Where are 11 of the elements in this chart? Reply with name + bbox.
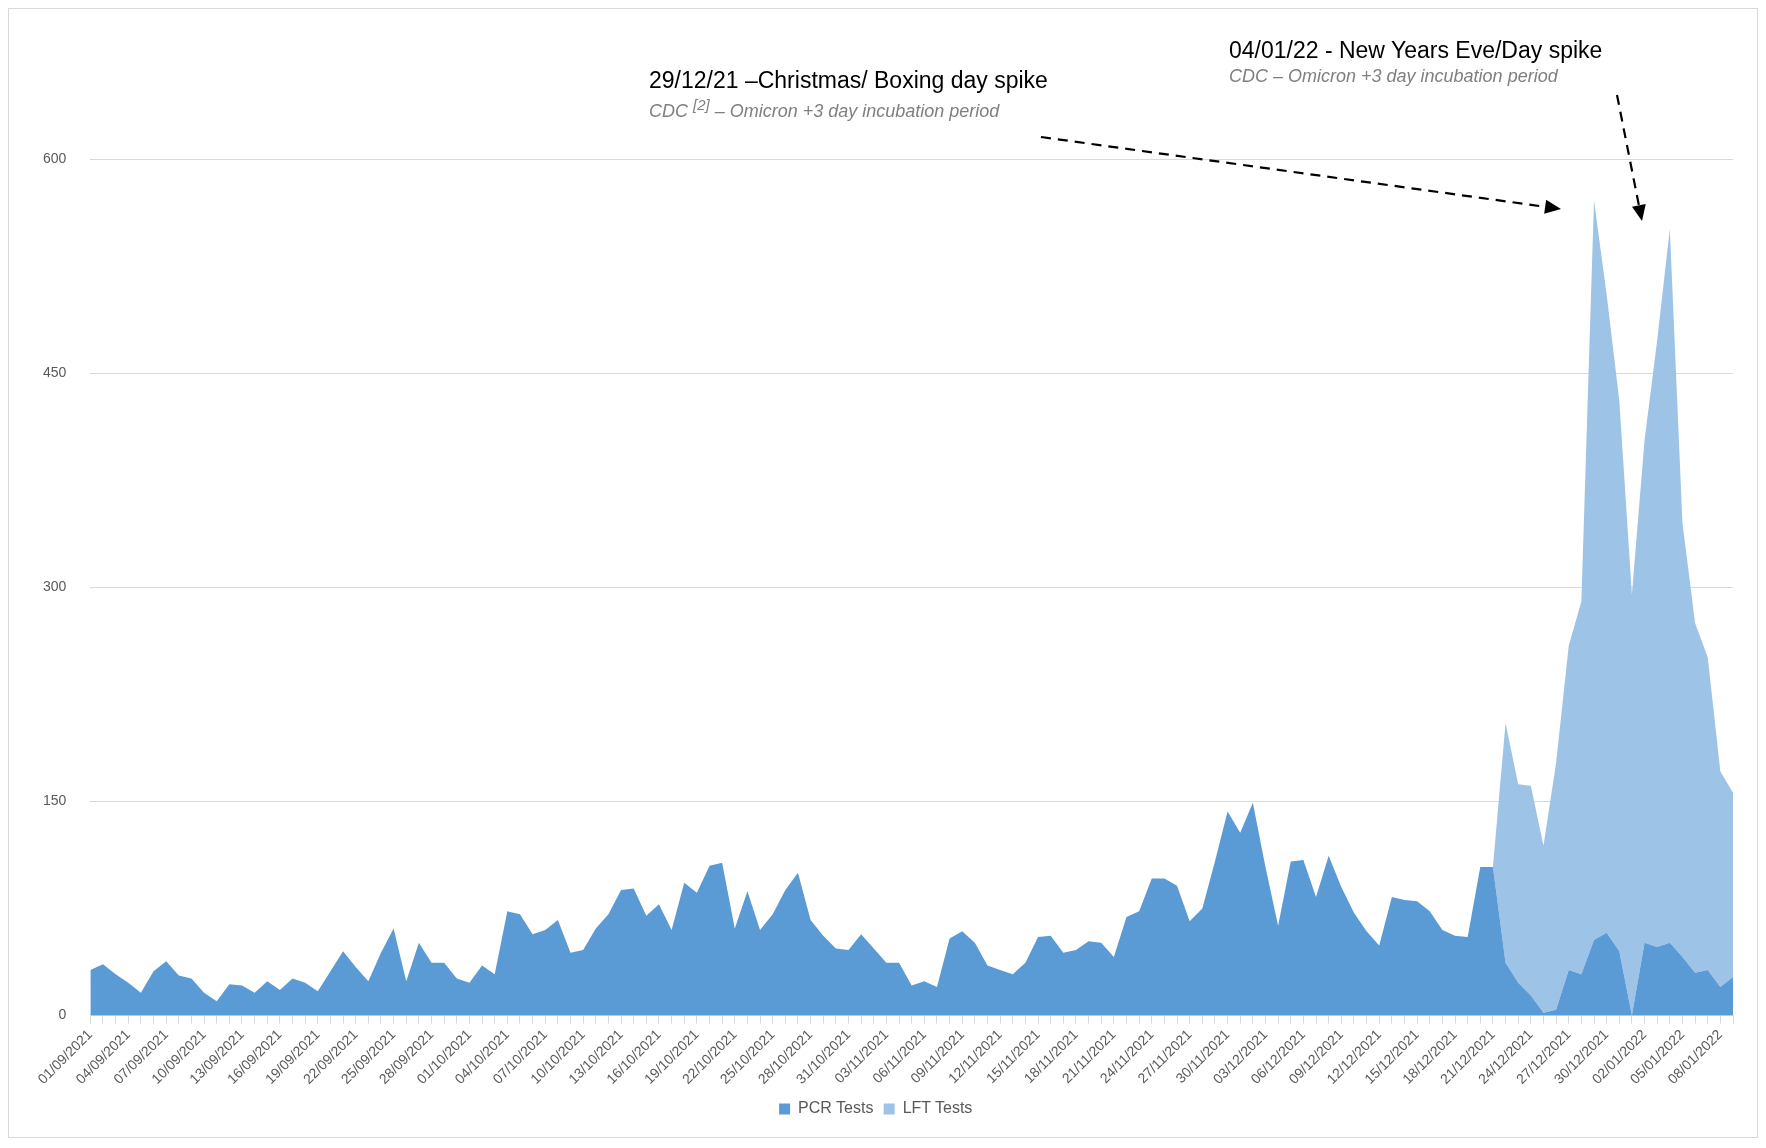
legend-label: PCR Tests <box>798 1099 874 1117</box>
text: CDC – Omicron +3 day incubation period <box>1229 66 1559 87</box>
text: CDC $^{[2]}$ – Omicron +3 day incubation period <box>649 96 1001 122</box>
y-tick-label: 600 <box>43 149 67 166</box>
legend-label: LFT Tests <box>902 1099 973 1117</box>
text: 04/01/22 - New Years Eve/Day spike <box>1229 37 1603 64</box>
text: 29/12/21 –Christmas/ Boxing day spike <box>649 67 1048 94</box>
y-tick-label: 0 <box>58 1006 67 1023</box>
y-tick-label: 450 <box>43 364 67 380</box>
y-tick-label: 150 <box>43 792 67 809</box>
y-tick-label: 300 <box>43 578 67 595</box>
